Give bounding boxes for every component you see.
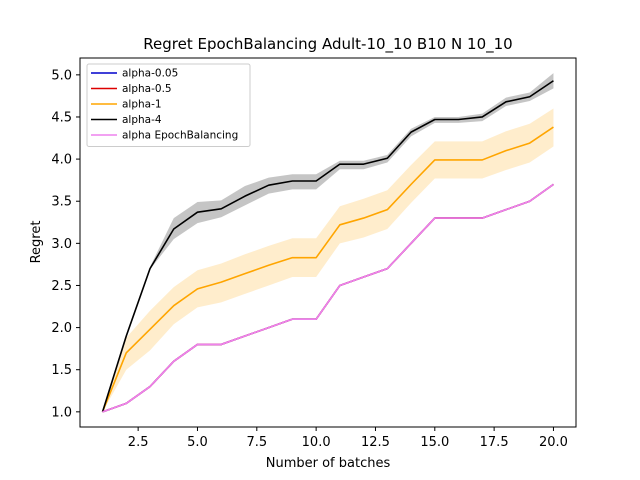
chart-title: Regret EpochBalancing Adult-10_10 B10 N … — [143, 35, 512, 54]
legend-entry-alpha-0-5: alpha-0.5 — [122, 83, 172, 95]
x-axis-ticks: 2.5 5.0 7.5 10.0 12.5 15.0 17.5 20.0 — [128, 427, 568, 450]
x-tick-label: 17.5 — [480, 435, 509, 450]
x-tick-label: 15.0 — [420, 435, 449, 450]
legend-entry-alpha-4: alpha-4 — [122, 114, 162, 126]
x-tick-label: 5.0 — [187, 435, 208, 450]
y-tick-label: 1.0 — [51, 405, 72, 420]
confidence-bands — [102, 73, 554, 412]
legend-entry-alpha-1: alpha-1 — [122, 99, 162, 111]
legend-frame — [86, 63, 251, 147]
x-tick-label: 12.5 — [361, 435, 390, 450]
x-tick-label: 20.0 — [539, 435, 568, 450]
x-tick-label: 7.5 — [246, 435, 267, 450]
series-lines — [101, 80, 554, 413]
x-axis-label: Number of batches — [266, 456, 391, 471]
legend-entry-alpha-epochbalancing: alpha EpochBalancing — [122, 130, 238, 142]
y-tick-label: 3.5 — [51, 195, 72, 210]
legend: alpha-0.05 alpha-0.5 alpha-1 alpha-4 alpha E… — [86, 63, 251, 147]
y-tick-label: 1.5 — [51, 363, 72, 378]
line-alpha-epochbalancing — [102, 183, 554, 413]
y-axis-label: Regret — [29, 221, 44, 264]
band-alpha-1 — [102, 108, 554, 412]
line-alpha-1 — [101, 126, 554, 413]
plot-frame — [79, 57, 577, 428]
y-axis-ticks: 1.0 1.5 2.0 2.5 3.0 3.5 4.0 4.5 5.0 — [51, 68, 80, 420]
y-tick-label: 2.0 — [51, 321, 72, 336]
legend-entry-alpha-0-05: alpha-0.05 — [122, 68, 178, 80]
line-alpha-4 — [101, 80, 554, 413]
x-tick-label: 2.5 — [128, 435, 149, 450]
y-tick-label: 4.0 — [51, 153, 72, 168]
y-tick-label: 3.0 — [51, 237, 72, 252]
y-tick-label: 2.5 — [51, 279, 72, 294]
x-tick-label: 10.0 — [302, 435, 331, 450]
y-tick-label: 5.0 — [51, 68, 72, 83]
y-tick-label: 4.5 — [51, 110, 72, 125]
